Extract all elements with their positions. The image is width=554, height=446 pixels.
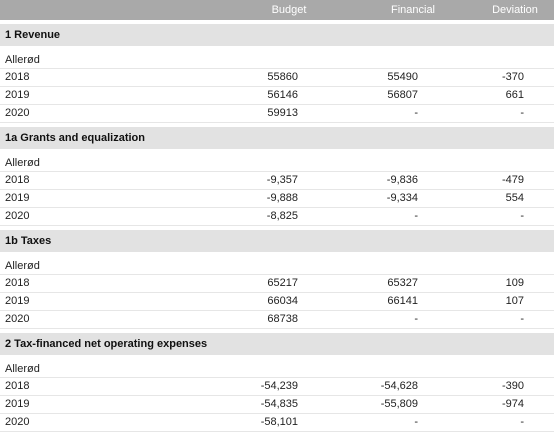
section-title: 1 Revenue: [0, 24, 554, 46]
table-row: 2019 -54,835 -55,809 -974: [0, 396, 554, 414]
year-cell: 2019: [5, 295, 30, 307]
budget-cell: -58,101: [260, 416, 298, 428]
financial-cell: -: [414, 313, 418, 325]
deviation-cell: -370: [501, 71, 524, 83]
municipality-label: Allerød: [0, 355, 554, 378]
budget-cell: -9,357: [266, 174, 298, 186]
year-cell: 2019: [5, 398, 30, 410]
column-header-financial[interactable]: Financial: [390, 4, 436, 16]
deviation-cell: 109: [505, 277, 524, 289]
budget-cell: 66034: [267, 295, 298, 307]
municipality-label: Allerød: [0, 252, 554, 275]
year-cell: 2020: [5, 107, 30, 119]
financial-cell: 55490: [387, 71, 418, 83]
year-cell: 2020: [5, 210, 30, 222]
table-row: 2019 66034 66141 107: [0, 293, 554, 311]
table-row: 2020 68738 - -: [0, 311, 554, 329]
deviation-cell: -: [520, 107, 524, 119]
year-cell: 2019: [5, 89, 30, 101]
section-title: 1a Grants and equalization: [0, 127, 554, 149]
deviation-cell: -479: [501, 174, 524, 186]
deviation-cell: 107: [505, 295, 524, 307]
year-cell: 2018: [5, 174, 30, 186]
financial-cell: -54,628: [380, 380, 418, 392]
budget-cell: -9,888: [266, 192, 298, 204]
table-header: Budget Financial Deviation: [0, 0, 554, 20]
deviation-cell: -: [520, 313, 524, 325]
table-row: 2020 59913 - -: [0, 105, 554, 123]
budget-cell: -54,835: [260, 398, 298, 410]
column-header-deviation[interactable]: Deviation: [492, 4, 538, 16]
financial-cell: -9,334: [386, 192, 418, 204]
year-cell: 2018: [5, 277, 30, 289]
table-row: 2020 -8,825 - -: [0, 208, 554, 226]
deviation-cell: -390: [501, 380, 524, 392]
report-section: 2 Tax-financed net operating expenses All…: [0, 333, 554, 432]
table-row: 2020 -58,101 - -: [0, 414, 554, 432]
budget-cell: 55860: [267, 71, 298, 83]
financial-cell: 65327: [387, 277, 418, 289]
budget-cell: -54,239: [260, 380, 298, 392]
column-header-budget[interactable]: Budget: [271, 4, 307, 16]
deviation-cell: -: [520, 210, 524, 222]
table-row: 2018 65217 65327 109: [0, 275, 554, 293]
financial-cell: -: [414, 107, 418, 119]
report-section: 1a Grants and equalization Allerød 2018 -9,…: [0, 127, 554, 226]
table-row: 2019 56146 56807 661: [0, 87, 554, 105]
year-cell: 2020: [5, 313, 30, 325]
year-cell: 2019: [5, 192, 30, 204]
financial-cell: -: [414, 416, 418, 428]
budget-cell: 65217: [267, 277, 298, 289]
deviation-cell: 661: [505, 89, 524, 101]
financial-cell: -: [414, 210, 418, 222]
budget-cell: -8,825: [266, 210, 298, 222]
municipality-label: Allerød: [0, 149, 554, 172]
budget-cell: 59913: [267, 107, 298, 119]
table-row: 2018 -54,239 -54,628 -390: [0, 378, 554, 396]
municipality-label: Allerød: [0, 46, 554, 69]
report-table: 1 Revenue Allerød 2018 55860 55490 -370 2019 56…: [0, 24, 554, 432]
financial-cell: 66141: [387, 295, 418, 307]
deviation-cell: 554: [505, 192, 524, 204]
deviation-cell: -: [520, 416, 524, 428]
budget-cell: 68738: [267, 313, 298, 325]
year-cell: 2018: [5, 71, 30, 83]
year-cell: 2020: [5, 416, 30, 428]
table-row: 2018 55860 55490 -370: [0, 69, 554, 87]
financial-cell: -55,809: [380, 398, 418, 410]
section-title: 2 Tax-financed net operating expenses: [0, 333, 554, 355]
report-section: 1b Taxes Allerød 2018 65217 65327 109 2019 6603…: [0, 230, 554, 329]
section-title: 1b Taxes: [0, 230, 554, 252]
financial-cell: 56807: [387, 89, 418, 101]
financial-cell: -9,836: [386, 174, 418, 186]
table-row: 2018 -9,357 -9,836 -479: [0, 172, 554, 190]
budget-cell: 56146: [267, 89, 298, 101]
table-row: 2019 -9,888 -9,334 554: [0, 190, 554, 208]
deviation-cell: -974: [501, 398, 524, 410]
year-cell: 2018: [5, 380, 30, 392]
report-section: 1 Revenue Allerød 2018 55860 55490 -370 2019 56…: [0, 24, 554, 123]
